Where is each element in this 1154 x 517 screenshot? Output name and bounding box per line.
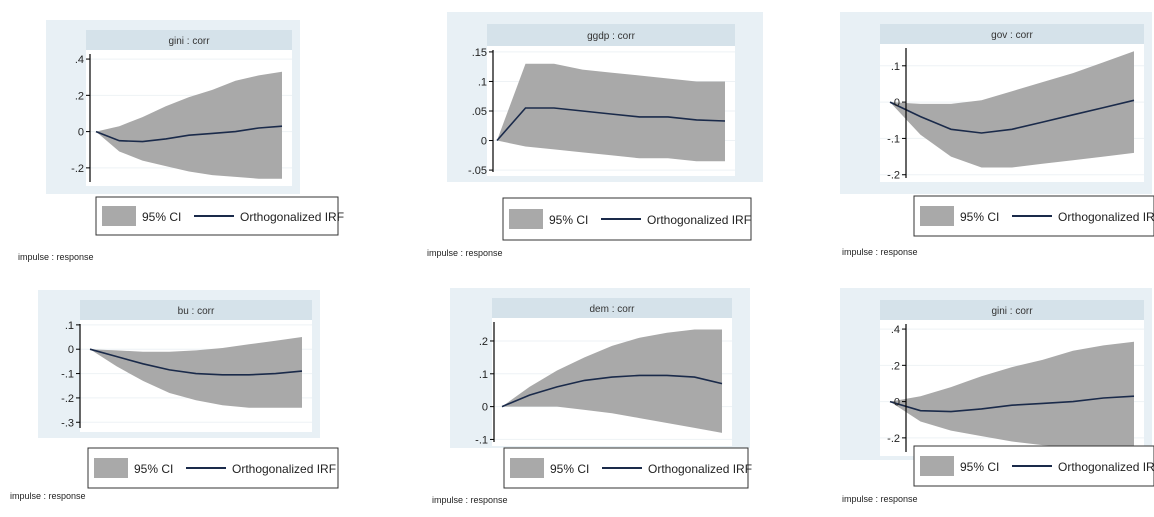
irf-line [889,99,1135,134]
irf-panel-bu-corr: bu : corr -.3 -.2 -.1 0 .1 95% CI Orthogonalize… [4,288,344,517]
irf-chart-svg: gov : corr -.2 -.1 0 .1 95% CI Orthogonalized … [840,12,1154,257]
panel-header [880,24,1144,44]
irf-panel-gov-corr: gov : corr -.2 -.1 0 .1 95% CI Orthogonalized … [840,10,1154,264]
irf-line [501,374,723,408]
y-tick-label: .05 [472,106,487,118]
irf-line [889,395,1135,413]
panel-title: dem : corr [589,304,635,315]
legend-irf-label: Orthogonalized IRF [648,462,752,476]
ci-band [890,341,1134,449]
y-tick-label: 0 [78,127,84,139]
irf-chart-svg: gini : corr -.2 0 .2 .4 95% CI Orthogonalized … [18,20,344,262]
irf-panel-gini-corr-top: gini : corr -.2 0 .2 .4 95% CI Orthogonalized … [8,10,344,264]
y-tick-label: .1 [478,76,487,88]
y-tick-label: .1 [479,369,488,381]
y-tick-label: -.1 [887,133,900,145]
y-tick-label: -.3 [61,417,74,429]
panel-header [492,298,732,318]
legend-irf-label: Orthogonalized IRF [1058,460,1154,474]
y-tick-label: .2 [891,360,900,372]
ci-band [502,329,722,433]
ci-band [890,51,1134,168]
legend-ci-swatch [920,456,954,476]
irf-line [89,348,303,376]
y-tick-label: 0 [894,97,900,109]
panel-title: gov : corr [991,30,1033,41]
y-tick-label: -.1 [475,434,488,446]
legend-irf-label: Orthogonalized IRF [232,462,336,476]
legend-irf-label: Orthogonalized IRF [240,210,344,224]
legend-ci-label: 95% CI [550,462,589,476]
footer-note: impulse : response [10,491,86,501]
irf-chart-svg: gini : corr -.2 0 .2 .4 95% CI Orthogonalized … [840,288,1154,504]
footer-note: impulse : response [842,247,918,257]
ci-band [96,71,282,179]
y-tick-label: -.1 [61,369,74,381]
legend-ci-label: 95% CI [960,460,999,474]
y-tick-label: 0 [482,402,488,414]
y-tick-label: .4 [891,324,900,336]
legend-ci-swatch [509,209,543,229]
panel-header [86,30,292,50]
y-tick-label: -.05 [468,165,487,177]
panel-header [880,300,1144,320]
y-tick-label: 0 [68,344,74,356]
panel-title: ggdp : corr [587,31,635,42]
y-tick-label: .1 [65,320,74,332]
legend-ci-swatch [920,206,954,226]
panel-title: gini : corr [991,306,1033,317]
y-tick-label: -.2 [71,163,84,175]
y-tick-label: .2 [479,336,488,348]
y-tick-label: -.2 [61,393,74,405]
irf-panel-ggdp-corr: ggdp : corr -.05 0 .05 .1 .15 95% CI Orthogonal… [425,10,765,264]
footer-note: impulse : response [842,494,918,504]
ci-band [90,337,302,408]
panel-header [487,24,735,46]
irf-panel-gini-corr-bottom: gini : corr -.2 0 .2 .4 95% CI Orthogonalized … [840,288,1154,517]
legend-ci-label: 95% CI [549,213,588,227]
legend-ci-label: 95% CI [134,462,173,476]
panel-title: gini : corr [168,36,210,47]
y-tick-label: .15 [472,47,487,59]
ci-band [497,63,725,162]
legend-ci-swatch [510,458,544,478]
y-tick-label: -.2 [887,170,900,182]
irf-line [496,107,726,142]
y-tick-label: .4 [75,54,84,66]
legend-ci-swatch [94,458,128,478]
y-tick-label: 0 [481,136,487,148]
footer-note: impulse : response [432,495,508,505]
legend-irf-label: Orthogonalized IRF [1058,210,1154,224]
y-tick-label: -.2 [887,433,900,445]
footer-note: impulse : response [427,248,503,258]
legend-ci-label: 95% CI [142,210,181,224]
y-tick-label: 0 [894,397,900,409]
irf-chart-svg: bu : corr -.3 -.2 -.1 0 .1 95% CI Orthogonalize… [10,290,339,501]
irf-panel-dem-corr: dem : corr -.1 0 .1 .2 95% CI Orthogonalized I… [428,288,764,517]
footer-note: impulse : response [18,252,94,262]
legend-irf-label: Orthogonalized IRF [647,213,751,227]
legend-ci-label: 95% CI [960,210,999,224]
panel-title: bu : corr [178,306,215,317]
y-tick-label: .2 [75,90,84,102]
irf-chart-svg: ggdp : corr -.05 0 .05 .1 .15 95% CI Orthogonal… [427,12,763,258]
irf-chart-svg: dem : corr -.1 0 .1 .2 95% CI Orthogonalized I… [432,288,752,505]
y-tick-label: .1 [891,61,900,73]
legend-ci-swatch [102,206,136,226]
panel-header [80,300,312,320]
irf-line [95,125,283,143]
